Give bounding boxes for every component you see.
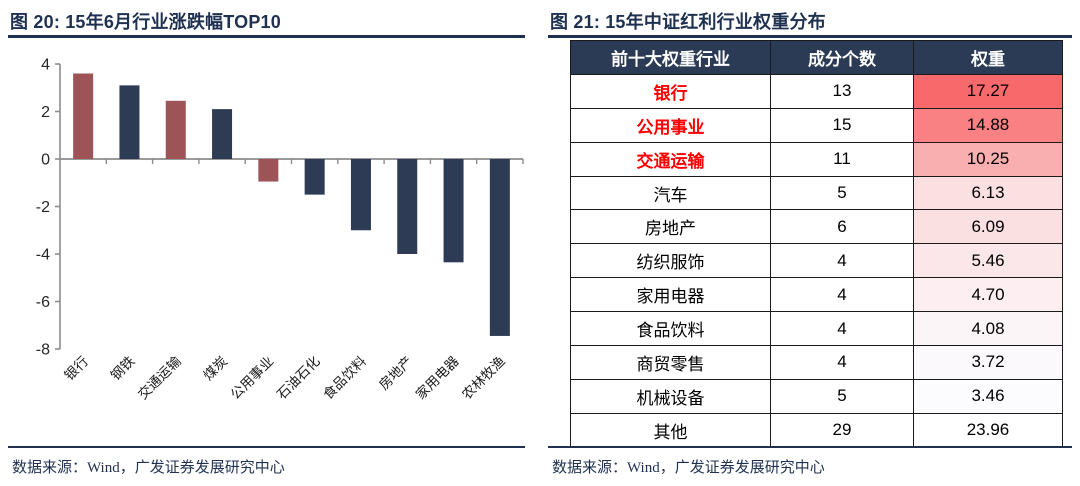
figure-20-title-rule [8, 35, 525, 38]
cell-count: 6 [770, 209, 914, 245]
table-header: 前十大权重行业 成分个数 权重 [570, 40, 1063, 75]
cell-count: 13 [770, 73, 914, 109]
chart-bar-公用事业 [258, 159, 279, 182]
cell-weight: 14.88 [913, 107, 1063, 143]
chart-bar-家用电器 [443, 159, 464, 263]
chart-bar-房地产 [397, 159, 418, 254]
table-body: 银行 13 17.27 公用事业 15 14.88 交通运输 11 10.25 汽车 5 6.13 房地… [570, 73, 1063, 448]
table-row-商贸零售: 商贸零售 4 3.72 [570, 345, 1063, 380]
table-header-row: 前十大权重行业 成分个数 权重 [570, 40, 1063, 75]
chart-bar-农林牧渔 [489, 159, 510, 336]
x-category-label: 煤炭 [200, 354, 230, 384]
cell-industry: 汽车 [570, 175, 771, 211]
cell-weight: 6.13 [913, 175, 1063, 211]
y-tick-label: -4 [36, 247, 50, 264]
x-category-label: 交通运输 [134, 352, 184, 402]
chart-bar-交通运输 [165, 100, 186, 159]
x-category-label: 家用电器 [412, 352, 462, 402]
y-tick-label: -6 [36, 294, 50, 311]
cell-industry: 银行 [570, 73, 771, 109]
table-row-汽车: 汽车 5 6.13 [570, 175, 1063, 211]
cell-weight: 23.96 [913, 412, 1063, 448]
table-row-房地产: 房地产 6 6.09 [570, 209, 1063, 245]
table-row-交通运输: 交通运输 11 10.25 [570, 141, 1063, 177]
table-row-家用电器: 家用电器 4 4.70 [570, 277, 1063, 313]
cell-weight: 3.72 [913, 345, 1063, 380]
cell-industry: 纺织服饰 [570, 243, 771, 279]
figure-20-title: 图 20: 15年6月行业涨跌幅TOP10 [10, 12, 281, 32]
figure-21-source: 数据来源：Wind，广发证券发展研究中心 [552, 460, 825, 476]
cell-weight: 5.46 [913, 243, 1063, 279]
cell-count: 5 [770, 378, 914, 414]
cell-count: 15 [770, 107, 914, 143]
cell-industry: 机械设备 [570, 378, 771, 414]
figure-20-source: 数据来源：Wind，广发证券发展研究中心 [12, 460, 285, 476]
cell-industry: 商贸零售 [570, 345, 771, 380]
table-row-食品饮料: 食品饮料 4 4.08 [570, 311, 1063, 347]
chart-bar-石油石化 [304, 159, 325, 195]
cell-industry: 房地产 [570, 209, 771, 245]
y-tick-label: -2 [36, 199, 50, 216]
y-tick-label: 2 [41, 104, 50, 121]
cell-weight: 4.08 [913, 311, 1063, 347]
header-weight: 权重 [913, 40, 1063, 75]
cell-industry: 家用电器 [570, 277, 771, 313]
y-tick-label: 4 [41, 57, 50, 74]
table-row-公用事业: 公用事业 15 14.88 [570, 107, 1063, 143]
cell-count: 4 [770, 243, 914, 279]
cell-count: 29 [770, 412, 914, 448]
cell-count: 4 [770, 311, 914, 347]
cell-weight: 10.25 [913, 141, 1063, 177]
cell-count: 4 [770, 277, 914, 313]
x-category-label: 食品饮料 [320, 352, 370, 402]
chart-bar-食品饮料 [350, 159, 371, 231]
cell-weight: 17.27 [913, 73, 1063, 109]
cell-count: 5 [770, 175, 914, 211]
x-category-label: 钢铁 [108, 353, 138, 383]
cell-industry: 公用事业 [570, 107, 771, 143]
cell-industry: 交通运输 [570, 141, 771, 177]
figure-21-title-rule [548, 35, 1072, 38]
header-count: 成分个数 [770, 40, 914, 75]
figure-20-panel: 图 20: 15年6月行业涨跌幅TOP10 4 2 0 -2 -4 -6 -8 银行 钢铁 交通运… [8, 12, 525, 476]
x-category-label: 农林牧渔 [459, 354, 508, 403]
y-tick-label: 0 [41, 152, 50, 169]
y-tick-label: -8 [36, 342, 50, 359]
header-industry: 前十大权重行业 [570, 40, 771, 75]
table-row-其他: 其他 29 23.96 [570, 412, 1063, 448]
table-row-银行: 银行 13 17.27 [570, 73, 1063, 109]
chart-bar-钢铁 [119, 85, 140, 159]
x-category-label: 银行 [62, 354, 92, 384]
table-row-纺织服饰: 纺织服饰 4 5.46 [570, 243, 1063, 279]
figure-20-source-rule [8, 446, 525, 448]
chart-bar-银行 [73, 73, 94, 159]
cell-weight: 4.70 [913, 277, 1063, 313]
x-category-label: 公用事业 [228, 354, 277, 403]
x-category-label: 石油石化 [274, 354, 323, 403]
x-category-label: 房地产 [376, 354, 415, 393]
weight-distribution-table: 前十大权重行业 成分个数 权重 银行 13 17.27 公用事业 15 14.88 交通运输… [570, 40, 1063, 448]
chart-bar-煤炭 [212, 109, 233, 159]
cell-count: 11 [770, 141, 914, 177]
figure-21-panel: 图 21: 15年中证红利行业权重分布 前十大权重行业 成分个数 权重 银行 13… [540, 0, 1080, 486]
cell-weight: 3.46 [913, 378, 1063, 414]
cell-count: 4 [770, 345, 914, 380]
table-row-机械设备: 机械设备 5 3.46 [570, 378, 1063, 414]
figure-21-source-rule [548, 446, 1072, 448]
cell-weight: 6.09 [913, 209, 1063, 245]
cell-industry: 食品饮料 [570, 311, 771, 347]
figure-21-title: 图 21: 15年中证红利行业权重分布 [550, 12, 826, 32]
cell-industry: 其他 [570, 412, 771, 448]
